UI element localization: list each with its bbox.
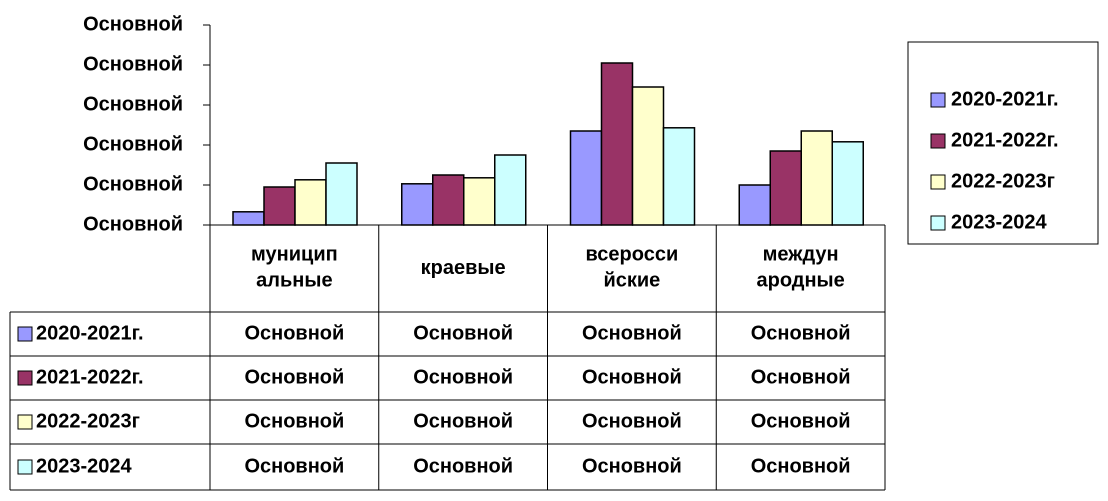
legend-label: 2020-2021г.	[951, 88, 1059, 110]
bar	[800, 130, 833, 226]
legend-label: 2022-2023г	[951, 170, 1055, 192]
data-label: Основной	[413, 366, 513, 388]
data-label: Основной	[582, 455, 682, 477]
bar	[769, 150, 802, 226]
bar	[600, 62, 634, 226]
legend-key	[17, 326, 33, 342]
data-label: Основной	[244, 366, 344, 388]
data-label: Основной	[751, 322, 851, 344]
x-tick-label: муницип альные	[251, 244, 338, 292]
bar	[662, 127, 696, 226]
data-label: Основной	[582, 366, 682, 388]
bar	[831, 141, 864, 226]
data-label: Основной	[751, 366, 851, 388]
table-row-label: 2023-2024	[36, 455, 133, 477]
data-label: Основной	[244, 322, 344, 344]
legend-key	[17, 370, 33, 386]
bar	[631, 86, 665, 226]
data-label: Основной	[751, 455, 851, 477]
bar	[325, 162, 358, 226]
x-tick-label: междун ародные	[756, 244, 844, 292]
data-label: Основной	[582, 322, 682, 344]
y-tick-label: Основной	[83, 13, 183, 35]
y-tick-label: Основной	[83, 133, 183, 155]
legend-key	[930, 92, 946, 108]
bar	[738, 184, 771, 226]
legend-label: 2021-2022г.	[951, 129, 1059, 151]
data-label: Основной	[413, 322, 513, 344]
data-label: Основной	[244, 410, 344, 432]
bar	[463, 177, 496, 226]
data-label: Основной	[244, 455, 344, 477]
legend-key	[930, 215, 946, 231]
table-row-label: 2021-2022г.	[36, 366, 144, 388]
data-label: Основной	[413, 410, 513, 432]
bar	[401, 183, 434, 226]
bar	[432, 174, 465, 226]
y-tick-label: Основной	[83, 213, 183, 235]
y-tick-label: Основной	[83, 93, 183, 115]
legend-key	[17, 459, 33, 475]
data-label: Основной	[413, 455, 513, 477]
table-row-label: 2022-2023г	[36, 410, 140, 432]
bar	[232, 211, 265, 226]
legend-key	[930, 174, 946, 190]
y-tick-label: Основной	[83, 173, 183, 195]
bar	[263, 186, 296, 226]
bar	[294, 179, 327, 226]
bar	[569, 130, 603, 226]
legend-box	[907, 41, 1099, 245]
bar	[494, 154, 527, 226]
legend-key	[930, 133, 946, 149]
table-row-label: 2020-2021г.	[36, 322, 144, 344]
y-tick-label: Основной	[83, 53, 183, 75]
data-label: Основной	[751, 410, 851, 432]
data-label: Основной	[582, 410, 682, 432]
legend-label: 2023-2024	[951, 211, 1048, 233]
x-tick-label: краевые	[421, 257, 506, 279]
legend-key	[17, 414, 33, 430]
x-tick-label: всеросси йские	[585, 244, 678, 292]
